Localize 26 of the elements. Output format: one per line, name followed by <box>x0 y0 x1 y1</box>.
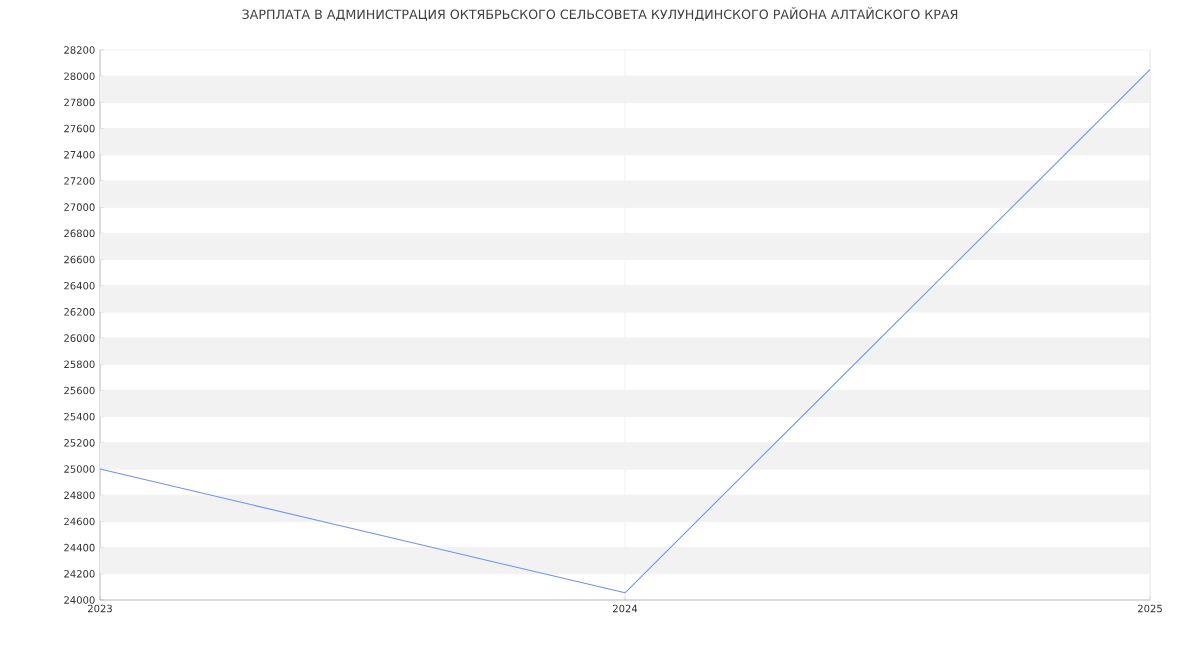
x-tick-label: 2024 <box>613 604 638 613</box>
y-tick-label: 26400 <box>64 281 95 290</box>
y-tick-label: 26600 <box>64 255 95 264</box>
x-tick-label: 2023 <box>88 604 112 613</box>
y-tick-label: 24000 <box>64 596 95 604</box>
y-tick-label: 26000 <box>64 334 95 342</box>
y-tick-label: 26200 <box>64 308 95 316</box>
y-tick-label: 26800 <box>64 229 95 238</box>
y-tick-label: 25200 <box>64 439 95 447</box>
y-tick-label: 25000 <box>64 465 95 473</box>
y-tick-label: 24200 <box>64 570 95 578</box>
y-tick-label: 25400 <box>64 412 95 421</box>
y-tick-label: 25600 <box>64 386 95 395</box>
y-tick-label: 27600 <box>64 124 95 133</box>
chart-title: ЗАРПЛАТА В АДМИНИСТРАЦИЯ ОКТЯБРЬСКОГО СЕЛЬСОВЕТА КУЛУНДИНСКОГО РАЙОНА АЛТАЙСКОГО КРАЯ <box>242 7 958 21</box>
y-tick-label: 27400 <box>64 150 95 159</box>
y-tick-label: 24800 <box>64 491 95 500</box>
y-tick-label: 24400 <box>64 543 95 552</box>
y-tick-label: 25800 <box>64 360 95 369</box>
y-tick-label: 27000 <box>64 203 95 211</box>
y-tick-label: 28200 <box>64 46 95 54</box>
y-tick-label: 24600 <box>64 517 95 526</box>
y-tick-label: 28000 <box>64 72 95 80</box>
y-tick-label: 27200 <box>64 177 95 185</box>
x-tick-label: 2025 <box>1138 604 1162 613</box>
y-tick-label: 27800 <box>64 98 95 107</box>
